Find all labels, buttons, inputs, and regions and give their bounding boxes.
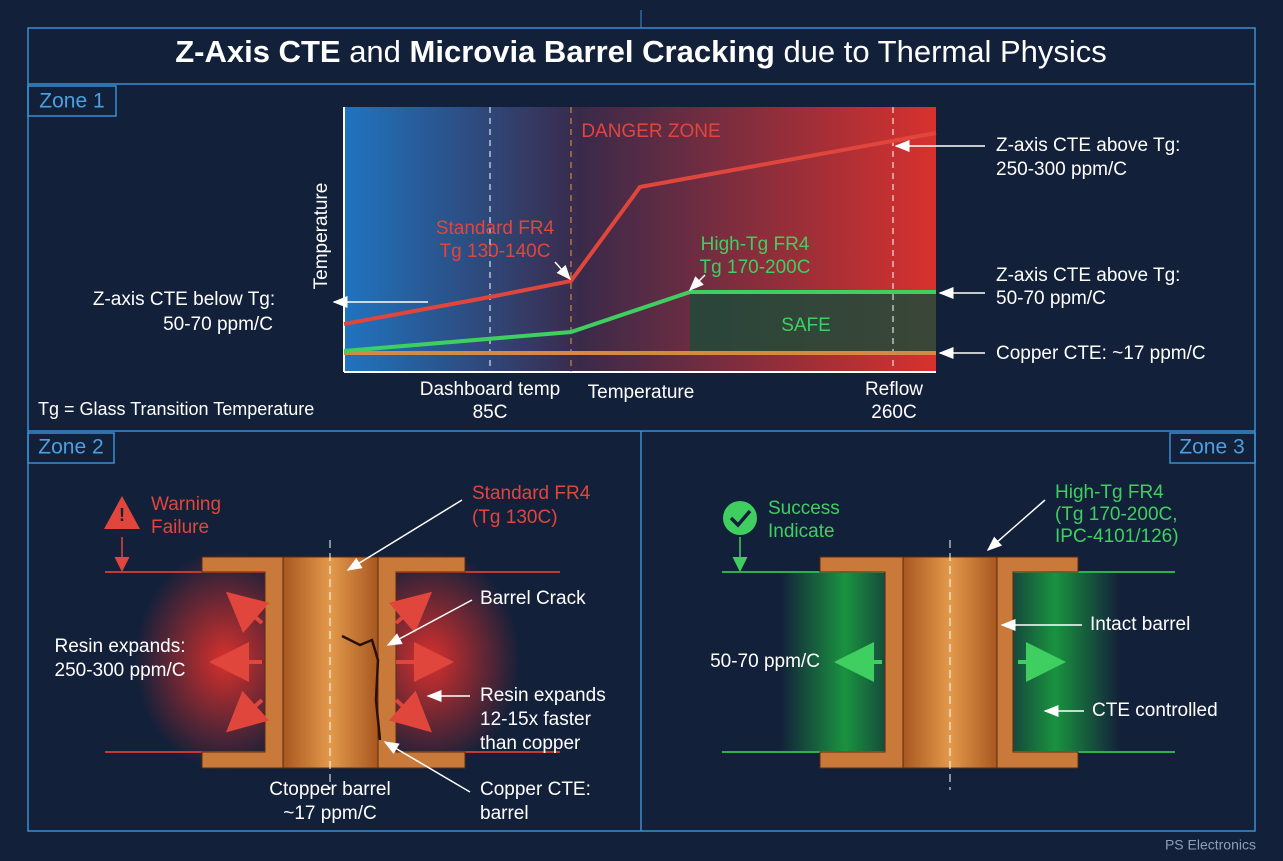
callout: 250-300 ppm/C xyxy=(996,159,1127,180)
arrow xyxy=(346,499,463,571)
callout: Z-axis CTE above Tg: xyxy=(996,135,1180,156)
callout: Z-axis CTE below Tg: xyxy=(93,289,275,310)
zone-label: Zone 2 xyxy=(38,436,103,459)
callout: than copper xyxy=(480,733,581,754)
curve-label: Tg 170-200C xyxy=(700,257,811,278)
arrow xyxy=(688,274,706,292)
callout: Copper CTE: xyxy=(480,779,591,800)
title: Z-Axis CTE and Microvia Barrel Cracking … xyxy=(175,34,1107,69)
cte-chart xyxy=(343,107,937,373)
material-label: High-Tg FR4 xyxy=(1055,482,1164,503)
zone-text: DANGER ZONE xyxy=(581,121,720,142)
callout: 50-70 ppm/C xyxy=(996,288,1106,309)
callout: CTE controlled xyxy=(1092,700,1218,721)
callout: Copper CTE: ~17 ppm/C xyxy=(996,343,1206,364)
zone-label: Zone 1 xyxy=(39,90,104,113)
callout: Barrel Crack xyxy=(480,588,586,609)
marker-label: 85C xyxy=(473,402,508,423)
callout: Ctopper barrel xyxy=(269,779,390,800)
callout: 50-70 ppm/C xyxy=(710,651,820,672)
callout: 12-15x faster xyxy=(480,709,592,730)
marker-label: Reflow xyxy=(865,379,923,400)
curve-label: Tg 130-140C xyxy=(440,241,551,262)
arrow xyxy=(383,741,471,793)
warning-label: Failure xyxy=(151,517,209,538)
material-label: (Tg 130C) xyxy=(472,507,558,528)
arrow xyxy=(986,499,1046,551)
zone-label: Zone 3 xyxy=(1179,436,1244,459)
material-label: Standard FR4 xyxy=(472,483,591,504)
arrow xyxy=(554,261,571,281)
callout: 50-70 ppm/C xyxy=(163,314,273,335)
svg-text:!: ! xyxy=(119,505,125,525)
arrow xyxy=(386,599,473,646)
callout: ~17 ppm/C xyxy=(283,803,376,824)
callout: Intact barrel xyxy=(1090,614,1190,635)
axis-label: Temperature xyxy=(588,382,695,403)
callout: Z-axis CTE above Tg: xyxy=(996,265,1180,286)
callout: Resin expands: xyxy=(55,636,186,657)
frames xyxy=(27,10,1256,832)
curve-label: Standard FR4 xyxy=(436,218,555,239)
warning-label: Warning xyxy=(151,494,221,515)
material-label: IPC-4101/126) xyxy=(1055,526,1179,547)
zone-text: SAFE xyxy=(781,315,831,336)
callout: 250-300 ppm/C xyxy=(55,660,186,681)
footer: PS Electronics xyxy=(1165,837,1256,853)
marker-label: 260C xyxy=(871,402,916,423)
failing-via: ! xyxy=(104,496,560,790)
material-label: (Tg 170-200C, xyxy=(1055,504,1178,525)
axis-label: Temperature xyxy=(311,183,332,290)
note: Tg = Glass Transition Temperature xyxy=(38,399,314,419)
healthy-via xyxy=(722,501,1175,790)
curve-label: High-Tg FR4 xyxy=(701,234,810,255)
success-label: Success xyxy=(768,498,840,519)
callout: barrel xyxy=(480,803,529,824)
marker-label: Dashboard temp xyxy=(420,379,560,400)
callout: Resin expands xyxy=(480,685,606,706)
success-label: Indicate xyxy=(768,521,835,542)
